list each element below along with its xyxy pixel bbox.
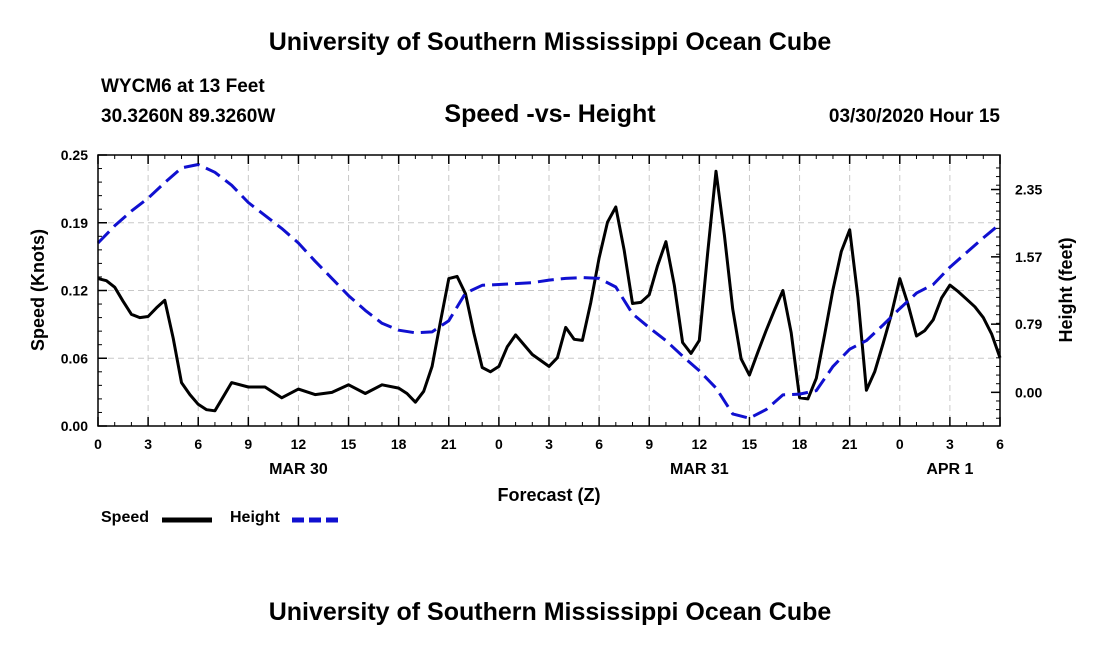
y-tick-label: 0.19 [61,215,88,231]
coordinates-label: 30.3260N 89.3260W [101,106,276,127]
y-axis-label: Speed (Knots) [28,229,48,351]
y2-axis-label: Height (feet) [1056,238,1076,343]
x-tick-label: 0 [896,436,904,452]
y2-tick-label: 0.00 [1015,384,1042,400]
grid-lines [98,155,1000,426]
y2-tick-label: 1.57 [1015,249,1042,265]
x-tick-label: 3 [946,436,954,452]
y2-tick-label: 0.79 [1015,316,1042,332]
chart-title: University of Southern Mississippi Ocean… [268,28,832,56]
station-label: WYCM6 at 13 Feet [101,76,265,97]
axes: 0 3 6 9 12 15 18 21 0 3 6 9 12 15 18 21 0 3 6 MAR 30 MAR 31 A… [61,147,1043,478]
x-tick-label: 3 [545,436,553,452]
y-tick-label: 0.12 [61,283,88,299]
x-tick-label: 18 [391,436,407,452]
x-tick-label: 6 [194,436,202,452]
x-tick-label: 0 [94,436,102,452]
x-day-label: MAR 30 [269,461,328,478]
legend-speed-label: Speed [101,509,150,526]
x-tick-label: 6 [996,436,1004,452]
y-tick-label: 0.00 [61,418,88,434]
x-tick-label: 15 [341,436,357,452]
x-axis-label: Forecast (Z) [497,485,600,505]
legend-height-label: Height [230,509,280,526]
chart-subtitle: Speed -vs- Height [444,100,656,128]
x-tick-label: 0 [495,436,503,452]
forecast-datetime: 03/30/2020 Hour 15 [828,106,1000,127]
x-tick-label: 6 [595,436,603,452]
speed-series-line [97,169,1002,413]
x-tick-label: 12 [291,436,307,452]
height-series-line [96,163,1001,420]
x-tick-label: 9 [645,436,653,452]
footer-title: University of Southern Mississippi Ocean… [268,598,832,626]
x-tick-label: 21 [842,436,858,452]
series-lines [96,163,1002,420]
y-tick-label: 0.06 [61,350,88,366]
x-day-label: APR 1 [926,461,973,478]
x-day-label: MAR 31 [670,461,729,478]
x-tick-label: 21 [441,436,457,452]
x-tick-label: 15 [742,436,758,452]
x-tick-label: 12 [692,436,708,452]
x-tick-label: 3 [144,436,152,452]
x-tick-label: 9 [244,436,252,452]
x-tick-label: 18 [792,436,808,452]
y-tick-label: 0.25 [61,147,88,163]
y2-tick-label: 2.35 [1015,182,1042,198]
